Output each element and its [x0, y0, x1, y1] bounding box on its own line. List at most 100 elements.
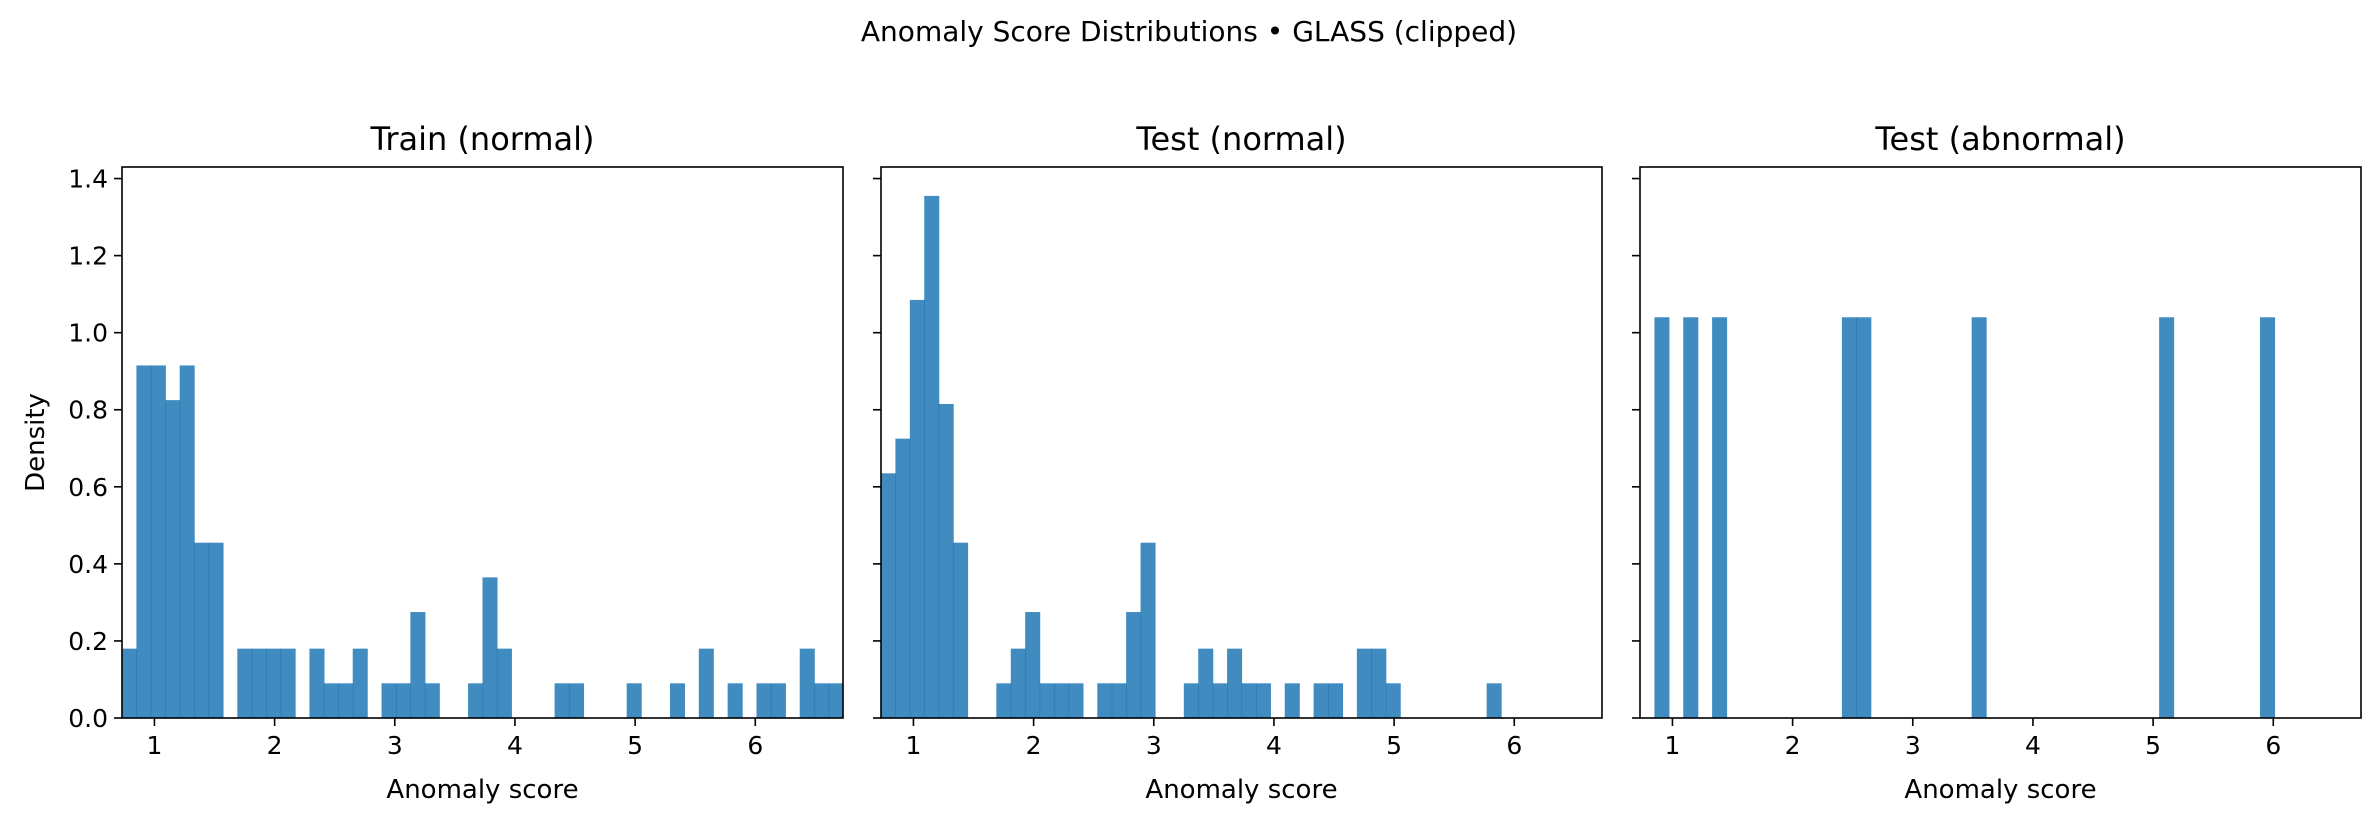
- subplot-title: Test (abnormal): [1874, 120, 2125, 158]
- histogram-bar: [909, 299, 925, 718]
- histogram-bar: [1841, 317, 1857, 718]
- histogram-bar: [410, 612, 426, 718]
- x-tick-label: 6: [2265, 731, 2281, 760]
- x-tick-label: 4: [1266, 731, 1282, 760]
- histogram-bar: [395, 683, 411, 718]
- histogram-bar: [251, 648, 267, 718]
- x-tick-label: 5: [2145, 731, 2161, 760]
- histogram-bar: [165, 400, 181, 718]
- x-axis-label: Anomaly score: [386, 775, 578, 805]
- histogram-bar: [194, 542, 210, 718]
- histogram-bar: [1284, 683, 1300, 718]
- histogram-bar: [122, 648, 138, 718]
- histogram-bar: [1241, 683, 1257, 718]
- histogram-bar: [1356, 648, 1372, 718]
- histogram-bar: [554, 683, 570, 718]
- histogram-bar: [424, 683, 440, 718]
- plot-frame: [121, 166, 844, 719]
- histogram-bar: [756, 683, 772, 718]
- histogram-bar: [881, 473, 897, 718]
- histogram-bar: [2260, 317, 2276, 718]
- histogram-bar: [1198, 648, 1214, 718]
- histogram-bar: [1111, 683, 1127, 718]
- histogram-bar: [2159, 317, 2175, 718]
- histogram-bar: [352, 648, 368, 718]
- histogram-bar: [482, 577, 498, 718]
- histogram-bar: [1371, 648, 1387, 718]
- x-tick-label: 3: [1146, 731, 1162, 760]
- x-tick-label: 4: [507, 731, 523, 760]
- histogram-bar: [468, 683, 484, 718]
- histogram-bar: [338, 683, 354, 718]
- subplot-title: Test (normal): [1135, 120, 1346, 158]
- y-tick-label: 0.4: [68, 550, 108, 579]
- histogram-bar: [626, 683, 642, 718]
- histogram-bar: [924, 195, 940, 718]
- histogram-bar: [496, 648, 512, 718]
- panel-test-abnormal: 1 2 3 4 5 6 Test (abnormal) Anomaly score: [1632, 120, 2362, 805]
- x-tick-label: 2: [267, 731, 283, 760]
- histogram-bar: [698, 648, 714, 718]
- histogram-bar: [208, 542, 224, 718]
- plot-frame: [880, 166, 1603, 719]
- y-axis-label: Density: [21, 393, 51, 492]
- y-tick-label: 0.8: [68, 396, 108, 425]
- x-tick-label: 3: [387, 731, 403, 760]
- x-tick-label: 4: [2025, 731, 2041, 760]
- x-tick-label: 6: [1506, 731, 1522, 760]
- x-axis-label: Anomaly score: [1904, 775, 2096, 805]
- histogram-bar: [1039, 683, 1055, 718]
- histogram-bar: [828, 683, 844, 718]
- histogram-bar: [996, 683, 1012, 718]
- histogram-bar: [179, 365, 195, 718]
- histogram-bar: [953, 542, 969, 718]
- histogram-bar: [266, 648, 282, 718]
- histogram-bar: [1212, 683, 1228, 718]
- x-tick-label: 3: [1905, 731, 1921, 760]
- histogram-bar: [799, 648, 815, 718]
- subplot-title: Train (normal): [369, 120, 594, 158]
- histogram-bar: [1486, 683, 1502, 718]
- histogram-bar: [1712, 317, 1728, 718]
- histogram-bar: [1068, 683, 1084, 718]
- plot-frame: [1639, 166, 2362, 719]
- x-axis-label: Anomaly score: [1145, 775, 1337, 805]
- histogram-bar: [1054, 683, 1070, 718]
- histogram-bar: [280, 648, 296, 718]
- histogram-bar: [1971, 317, 1987, 718]
- x-tick-label: 1: [146, 731, 162, 760]
- histogram-bar: [1140, 542, 1156, 718]
- histogram-bar: [1385, 683, 1401, 718]
- histogram-bar: [1010, 648, 1026, 718]
- x-tick-label: 1: [1664, 731, 1680, 760]
- y-tick-label: 1.0: [68, 319, 108, 348]
- histogram-bar: [1328, 683, 1344, 718]
- x-tick-label: 1: [905, 731, 921, 760]
- y-tick-label: 0.2: [68, 627, 108, 656]
- histogram-bar: [1255, 683, 1271, 718]
- histogram-bar: [150, 365, 166, 718]
- histogram-bar: [323, 683, 339, 718]
- y-tick-label: 0.0: [68, 704, 108, 733]
- histogram-bar: [814, 683, 830, 718]
- y-tick-label: 0.6: [68, 473, 108, 502]
- panel-train-normal: 1 2 3 4 5 6 0.0 0.2 0.4 0.6 0.8 1.0 1.2 1.4 Train (nor…: [21, 120, 844, 805]
- histogram-bar: [1683, 317, 1699, 718]
- histogram-bar: [1183, 683, 1199, 718]
- y-tick-label: 1.4: [68, 165, 108, 194]
- histogram-bar: [669, 683, 685, 718]
- histogram-bar: [136, 365, 152, 718]
- y-tick-label: 1.2: [68, 242, 108, 271]
- x-tick-label: 5: [627, 731, 643, 760]
- histogram-bar: [1126, 612, 1142, 718]
- histogram-bar: [569, 683, 585, 718]
- figure-title: Anomaly Score Distributions • GLASS (cli…: [861, 15, 1517, 48]
- histogram-bar: [1025, 612, 1041, 718]
- histogram-bar: [309, 648, 325, 718]
- x-tick-label: 2: [1026, 731, 1042, 760]
- histogram-bar: [237, 648, 253, 718]
- histogram-bar: [727, 683, 743, 718]
- x-tick-label: 2: [1785, 731, 1801, 760]
- histogram-bar: [770, 683, 786, 718]
- histogram-bar: [938, 403, 954, 718]
